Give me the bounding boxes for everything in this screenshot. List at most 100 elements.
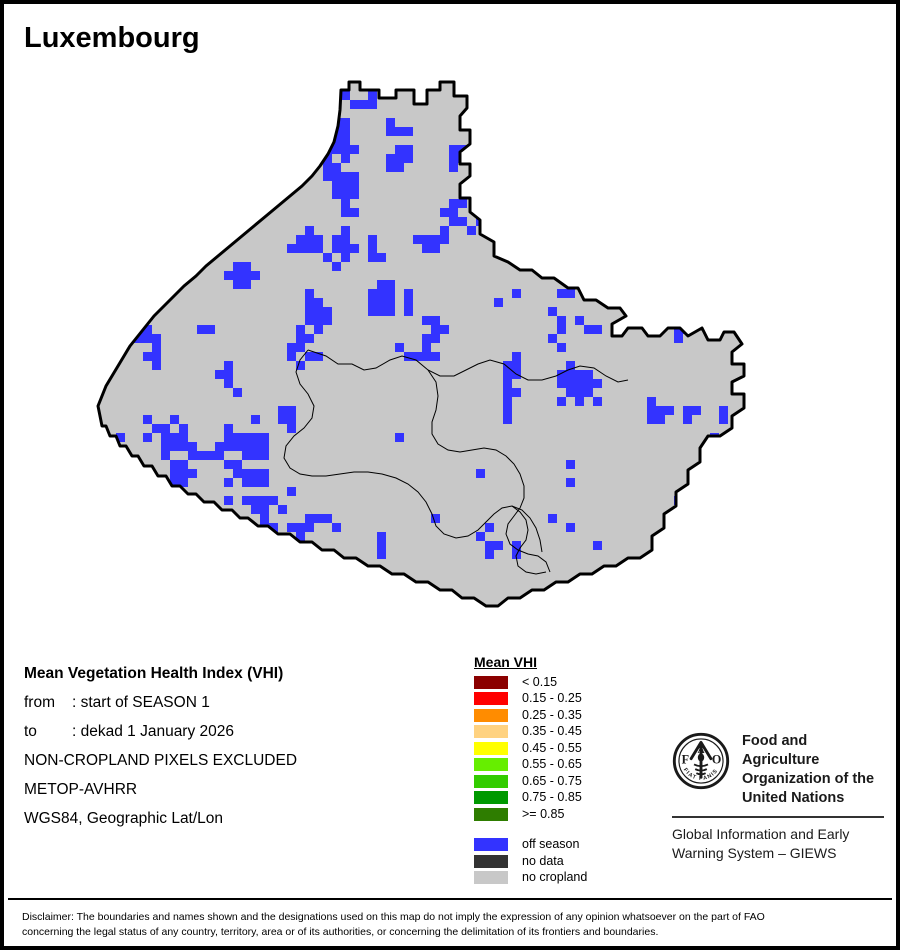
raster-cell xyxy=(440,325,449,334)
raster-cell xyxy=(224,433,233,442)
raster-cell xyxy=(377,532,386,541)
raster-cell xyxy=(449,199,458,208)
raster-cell xyxy=(404,145,413,154)
map-canvas[interactable] xyxy=(8,64,900,634)
raster-cell xyxy=(305,514,314,523)
raster-cell xyxy=(575,388,584,397)
luxembourg-vhi-map[interactable] xyxy=(8,64,900,634)
raster-cell xyxy=(287,523,296,532)
caption-to: to: dekad 1 January 2026 xyxy=(24,717,444,746)
raster-cell xyxy=(449,208,458,217)
raster-cell xyxy=(242,262,251,271)
raster-cell xyxy=(350,100,359,109)
raster-cell xyxy=(305,226,314,235)
raster-cell xyxy=(242,433,251,442)
legend-status-list: off season no data no cropland xyxy=(474,837,654,887)
raster-cell xyxy=(404,352,413,361)
raster-cell xyxy=(566,361,575,370)
raster-cell xyxy=(557,289,566,298)
raster-cell xyxy=(647,397,656,406)
raster-cell xyxy=(422,316,431,325)
caption-from-value: : start of SEASON 1 xyxy=(72,694,210,711)
raster-cell xyxy=(557,370,566,379)
admin-boundary-line xyxy=(427,369,551,573)
raster-cell xyxy=(368,91,377,100)
raster-cell xyxy=(476,469,485,478)
raster-cell xyxy=(386,280,395,289)
raster-cell xyxy=(206,451,215,460)
raster-cell xyxy=(152,334,161,343)
raster-cell xyxy=(116,433,125,442)
fao-header: F A O FIAT PANIS Food and Agriculture Or… xyxy=(672,732,887,808)
raster-cell xyxy=(386,118,395,127)
raster-cell xyxy=(386,154,395,163)
raster-cell xyxy=(143,415,152,424)
fao-branding: F A O FIAT PANIS Food and Agriculture Or… xyxy=(672,732,887,863)
caption-from-key: from xyxy=(24,694,55,711)
raster-cell xyxy=(341,181,350,190)
raster-cell xyxy=(395,154,404,163)
fao-letter-f: F xyxy=(682,752,689,766)
raster-cell xyxy=(350,181,359,190)
raster-cell xyxy=(647,415,656,424)
fao-letter-o: O xyxy=(712,752,721,766)
raster-cell xyxy=(296,532,305,541)
legend-title: Mean VHI xyxy=(474,654,538,670)
raster-cell xyxy=(494,298,503,307)
raster-cell xyxy=(593,541,602,550)
raster-cell xyxy=(341,199,350,208)
legend-label: 0.15 - 0.25 xyxy=(522,691,582,706)
raster-cell xyxy=(395,163,404,172)
raster-cell xyxy=(323,307,332,316)
page-title: Luxembourg xyxy=(24,22,200,54)
raster-cell xyxy=(260,478,269,487)
legend-status-row: no data xyxy=(474,853,654,870)
raster-cell xyxy=(566,388,575,397)
raster-cell xyxy=(404,289,413,298)
raster-cell xyxy=(692,406,701,415)
raster-cell xyxy=(386,307,395,316)
raster-cell xyxy=(458,199,467,208)
raster-cell xyxy=(512,352,521,361)
raster-cell xyxy=(161,451,170,460)
raster-cell xyxy=(575,370,584,379)
raster-cell xyxy=(305,316,314,325)
raster-cell xyxy=(215,451,224,460)
raster-cell xyxy=(314,298,323,307)
raster-cell xyxy=(350,190,359,199)
raster-cell xyxy=(566,478,575,487)
raster-cell xyxy=(305,235,314,244)
raster-cell xyxy=(557,343,566,352)
raster-cell xyxy=(287,352,296,361)
raster-cell xyxy=(683,406,692,415)
raster-cell xyxy=(260,469,269,478)
raster-cell xyxy=(341,190,350,199)
raster-cell xyxy=(260,433,269,442)
legend-status-row: no cropland xyxy=(474,870,654,887)
legend-swatch xyxy=(474,692,508,706)
national-border xyxy=(96,80,746,608)
legend-swatch xyxy=(474,838,508,852)
raster-cell xyxy=(593,379,602,388)
raster-cell xyxy=(179,442,188,451)
raster-cell xyxy=(332,163,341,172)
raster-cell xyxy=(251,271,260,280)
raster-cell xyxy=(458,217,467,226)
raster-cell xyxy=(161,442,170,451)
raster-cell xyxy=(386,127,395,136)
giews-label: Global Information and Early Warning Sys… xyxy=(672,825,887,863)
raster-cell xyxy=(395,433,404,442)
raster-cell xyxy=(467,226,476,235)
raster-cell xyxy=(215,442,224,451)
raster-cell xyxy=(233,388,242,397)
raster-cell xyxy=(377,307,386,316)
raster-cell xyxy=(665,406,674,415)
raster-cell xyxy=(566,460,575,469)
legend-swatch xyxy=(474,741,508,755)
legend-label: 0.35 - 0.45 xyxy=(522,724,582,739)
raster-cell xyxy=(242,478,251,487)
raster-cell xyxy=(557,397,566,406)
raster-cell xyxy=(341,136,350,145)
raster-cell xyxy=(503,397,512,406)
